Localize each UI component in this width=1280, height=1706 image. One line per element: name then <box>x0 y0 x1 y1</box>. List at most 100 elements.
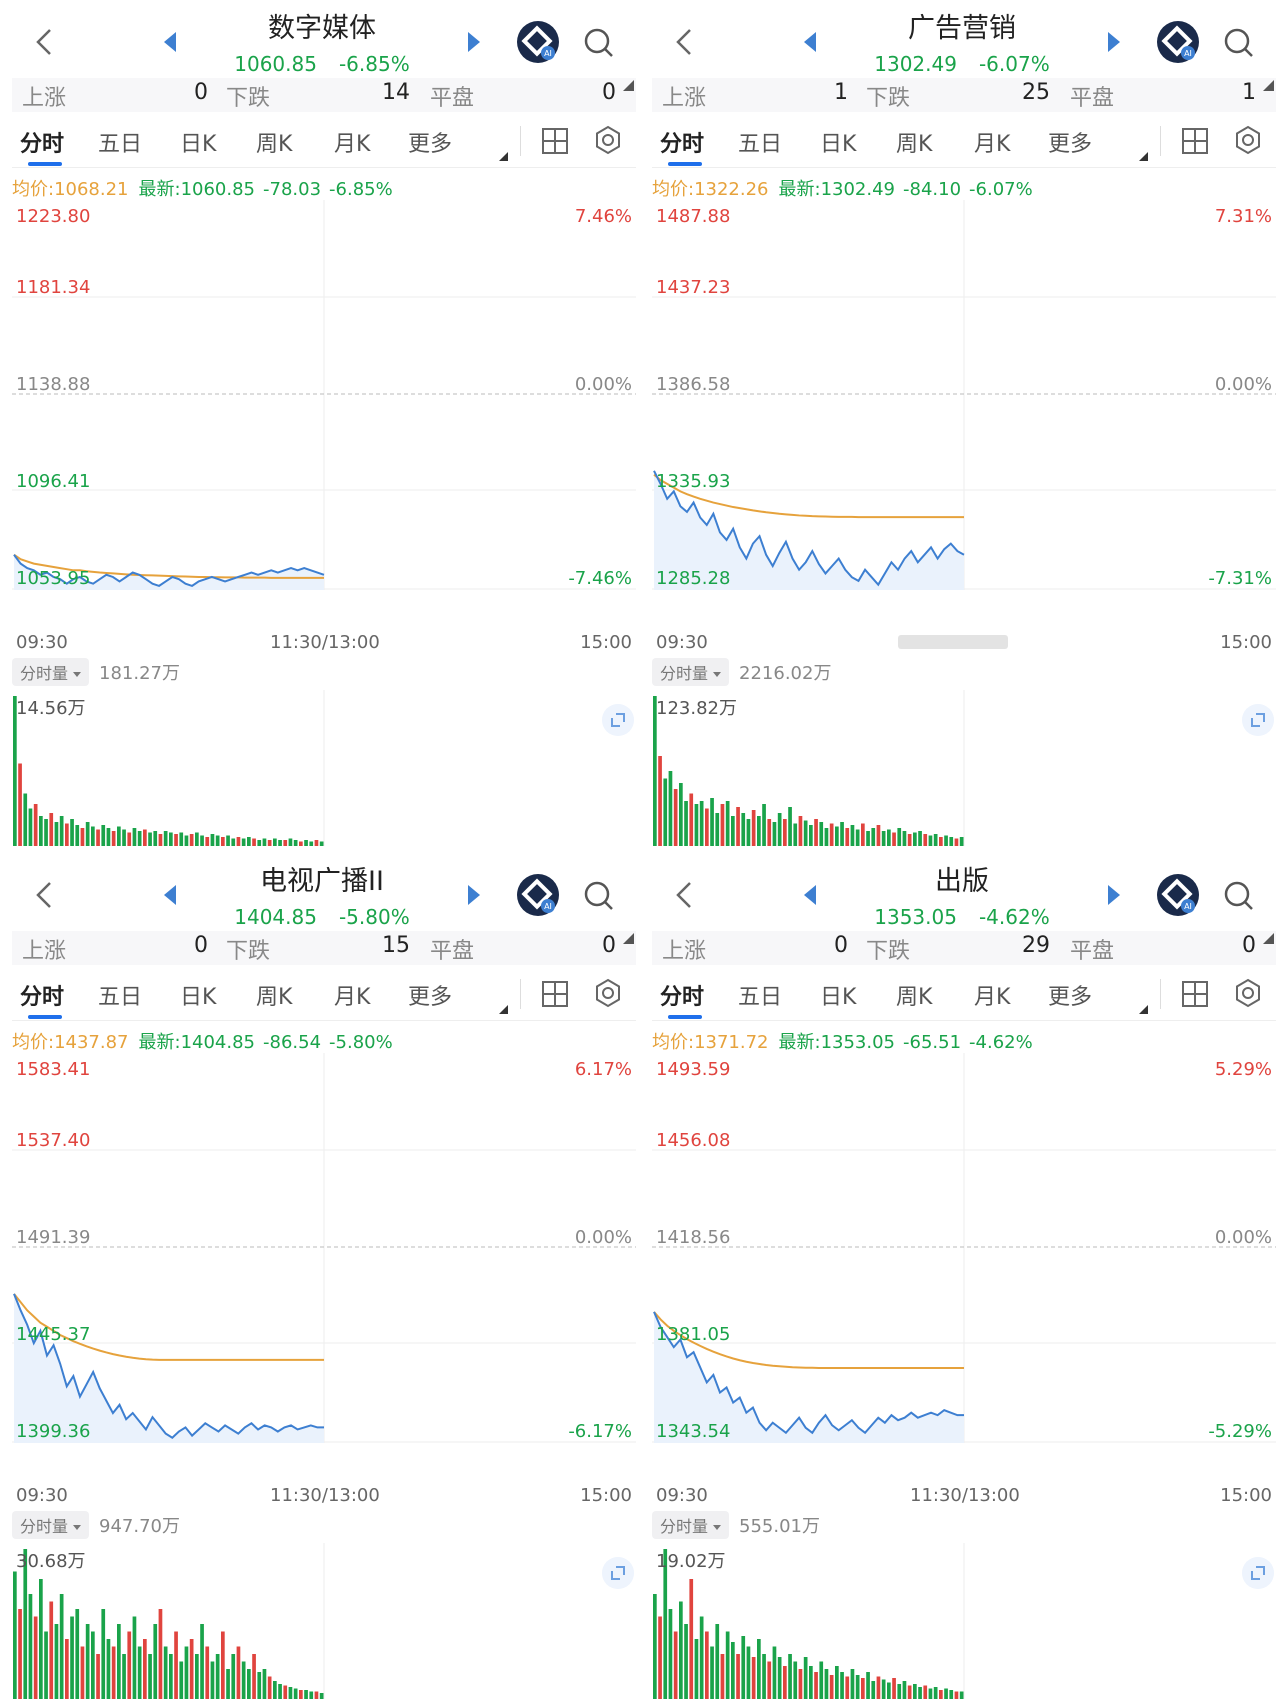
next-sector-icon[interactable] <box>1104 883 1124 907</box>
ai-assistant-icon[interactable]: AI <box>1156 873 1200 917</box>
volume-bar <box>736 1654 740 1699</box>
price-axis-bottom: 1343.54 <box>656 1421 731 1442</box>
volume-bar <box>33 1616 38 1699</box>
volume-bar <box>85 822 90 846</box>
volume-bar <box>247 837 251 846</box>
back-icon[interactable] <box>670 24 700 60</box>
expand-corner-icon[interactable] <box>1263 933 1274 944</box>
fullscreen-icon[interactable] <box>1242 704 1274 736</box>
time-open: 09:30 <box>16 632 68 653</box>
volume-bar <box>845 1676 850 1699</box>
settings-icon[interactable] <box>1232 124 1264 156</box>
volume-bar <box>252 1654 256 1699</box>
intraday-chart[interactable]: 1223.80 1181.34 1138.88 1096.41 1053.95 … <box>12 200 636 590</box>
grid-layout-icon[interactable] <box>540 126 570 156</box>
tab-five-day[interactable]: 五日 <box>98 132 143 157</box>
volume-selector[interactable]: 分时量 <box>652 658 730 686</box>
tab-more[interactable]: 更多 <box>1048 132 1093 157</box>
tab-intraday[interactable]: 分时 <box>20 985 65 1010</box>
tab-intraday[interactable]: 分时 <box>20 132 65 157</box>
tab-daily-k[interactable]: 日K <box>180 132 217 157</box>
intraday-chart[interactable]: 1583.41 1537.40 1491.39 1445.37 1399.36 … <box>12 1053 636 1443</box>
grid-layout-icon[interactable] <box>540 979 570 1009</box>
active-tab-indicator <box>668 162 702 166</box>
tab-monthly-k[interactable]: 月K <box>974 985 1011 1010</box>
fullscreen-icon[interactable] <box>1242 1557 1274 1589</box>
back-icon[interactable] <box>30 877 60 913</box>
settings-icon[interactable] <box>1232 977 1264 1009</box>
intraday-chart[interactable]: 1493.59 1456.08 1418.56 1381.05 1343.54 … <box>652 1053 1276 1443</box>
volume-bar <box>257 1672 262 1699</box>
volume-bar <box>132 1616 137 1699</box>
tab-five-day[interactable]: 五日 <box>738 985 783 1010</box>
prev-sector-icon[interactable] <box>800 883 820 907</box>
tab-intraday[interactable]: 分时 <box>660 132 705 157</box>
tab-weekly-k[interactable]: 周K <box>896 985 933 1010</box>
tab-divider <box>1160 126 1161 156</box>
volume-bar <box>705 1631 709 1699</box>
search-icon[interactable] <box>1222 26 1256 60</box>
search-icon[interactable] <box>1222 879 1256 913</box>
ai-assistant-icon[interactable]: AI <box>516 20 560 64</box>
tab-more[interactable]: 更多 <box>1048 985 1093 1010</box>
tab-weekly-k[interactable]: 周K <box>256 985 293 1010</box>
falling-label: 下跌 <box>226 939 271 964</box>
tab-five-day[interactable]: 五日 <box>98 985 143 1010</box>
time-open: 09:30 <box>16 1485 68 1506</box>
ai-assistant-icon[interactable]: AI <box>516 873 560 917</box>
settings-icon[interactable] <box>592 977 624 1009</box>
grid-layout-icon[interactable] <box>1180 979 1210 1009</box>
tab-five-day[interactable]: 五日 <box>738 132 783 157</box>
volume-bar <box>725 1631 730 1699</box>
tab-daily-k[interactable]: 日K <box>180 985 217 1010</box>
volume-selector-label: 分时量 <box>20 664 69 683</box>
quote-summary: 均价:1371.72 最新:1353.05 -65.51 -4.62% <box>652 1028 1033 1054</box>
prev-sector-icon[interactable] <box>160 30 180 54</box>
search-icon[interactable] <box>582 879 616 913</box>
settings-icon[interactable] <box>592 124 624 156</box>
pct-axis-bottom: -7.31% <box>1208 568 1272 589</box>
volume-bar <box>85 1624 90 1699</box>
expand-corner-icon[interactable] <box>623 933 634 944</box>
volume-bar <box>762 804 766 846</box>
tab-daily-k[interactable]: 日K <box>820 132 857 157</box>
tab-intraday[interactable]: 分时 <box>660 985 705 1010</box>
expand-corner-icon[interactable] <box>1263 80 1274 91</box>
next-sector-icon[interactable] <box>464 30 484 54</box>
caret-down-icon <box>73 672 82 677</box>
fullscreen-icon[interactable] <box>602 704 634 736</box>
tab-monthly-k[interactable]: 月K <box>974 132 1011 157</box>
fullscreen-icon[interactable] <box>602 1557 634 1589</box>
volume-bar <box>28 1594 33 1699</box>
tab-more[interactable]: 更多 <box>408 985 453 1010</box>
volume-bar <box>814 1672 818 1699</box>
tab-weekly-k[interactable]: 周K <box>256 132 293 157</box>
volume-selector[interactable]: 分时量 <box>12 1511 90 1539</box>
next-sector-icon[interactable] <box>1104 30 1124 54</box>
tab-monthly-k[interactable]: 月K <box>334 985 371 1010</box>
intraday-chart[interactable]: 1487.88 1437.23 1386.58 1335.93 1285.28 … <box>652 200 1276 590</box>
sector-title: 电视广播II <box>260 866 384 897</box>
tab-weekly-k[interactable]: 周K <box>896 132 933 157</box>
grid-layout-icon[interactable] <box>1180 126 1210 156</box>
expand-corner-icon[interactable] <box>623 80 634 91</box>
ai-assistant-icon[interactable]: AI <box>1156 20 1200 64</box>
search-icon[interactable] <box>582 26 616 60</box>
volume-bar <box>959 837 964 846</box>
tab-daily-k[interactable]: 日K <box>820 985 857 1010</box>
volume-selector[interactable]: 分时量 <box>12 658 90 686</box>
price-axis-top: 1487.88 <box>656 206 731 227</box>
volume-bar <box>158 834 163 846</box>
tab-monthly-k[interactable]: 月K <box>334 132 371 157</box>
back-icon[interactable] <box>670 877 700 913</box>
volume-bar <box>80 1646 85 1699</box>
tab-more[interactable]: 更多 <box>408 132 453 157</box>
prev-sector-icon[interactable] <box>160 883 180 907</box>
next-sector-icon[interactable] <box>464 883 484 907</box>
back-icon[interactable] <box>30 24 60 60</box>
volume-selector[interactable]: 分时量 <box>652 1511 730 1539</box>
volume-bar <box>731 1642 735 1699</box>
volume-bar <box>117 1624 121 1699</box>
tab-divider <box>1160 979 1161 1009</box>
prev-sector-icon[interactable] <box>800 30 820 54</box>
